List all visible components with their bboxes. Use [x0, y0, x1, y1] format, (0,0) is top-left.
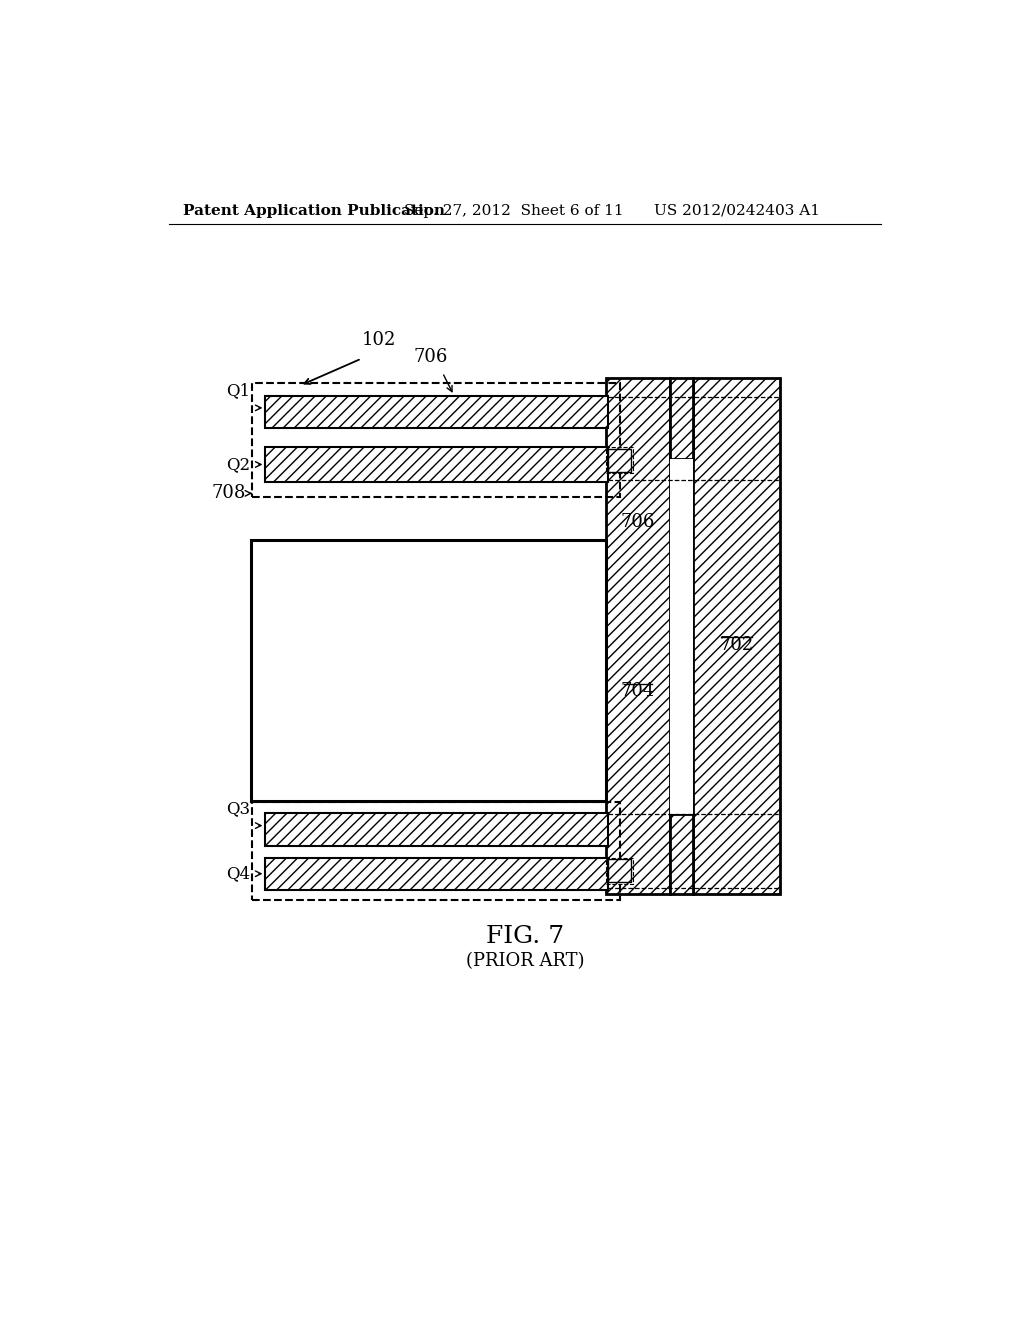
Bar — [252, 383, 620, 498]
Bar — [670, 378, 692, 459]
Text: 708: 708 — [212, 484, 246, 503]
Text: Q3: Q3 — [225, 800, 250, 817]
Text: 702: 702 — [719, 636, 754, 653]
Text: Patent Application Publication: Patent Application Publication — [183, 203, 444, 218]
Bar — [692, 378, 779, 894]
Text: Sep. 27, 2012  Sheet 6 of 11: Sep. 27, 2012 Sheet 6 of 11 — [403, 203, 624, 218]
Text: 706: 706 — [621, 512, 655, 531]
Bar — [265, 858, 608, 890]
Text: US 2012/0242403 A1: US 2012/0242403 A1 — [654, 203, 820, 218]
Bar — [608, 859, 631, 882]
Bar — [265, 813, 608, 846]
Bar — [670, 459, 692, 814]
Text: Q2: Q2 — [225, 455, 250, 473]
Bar — [252, 803, 620, 900]
Bar — [252, 540, 606, 801]
Text: 704: 704 — [621, 682, 655, 700]
Text: 202: 202 — [409, 661, 449, 680]
Bar — [265, 396, 608, 428]
Bar — [608, 449, 631, 471]
Bar — [606, 858, 633, 884]
Text: Q4: Q4 — [225, 865, 250, 882]
Bar — [606, 447, 633, 474]
Bar — [670, 814, 692, 894]
Bar — [606, 378, 670, 894]
Text: Q1: Q1 — [225, 383, 250, 400]
Text: 706: 706 — [414, 348, 449, 367]
Text: (PRIOR ART): (PRIOR ART) — [466, 952, 584, 970]
Text: FIG. 7: FIG. 7 — [485, 924, 564, 948]
Bar — [265, 447, 608, 482]
Text: 102: 102 — [361, 331, 396, 350]
